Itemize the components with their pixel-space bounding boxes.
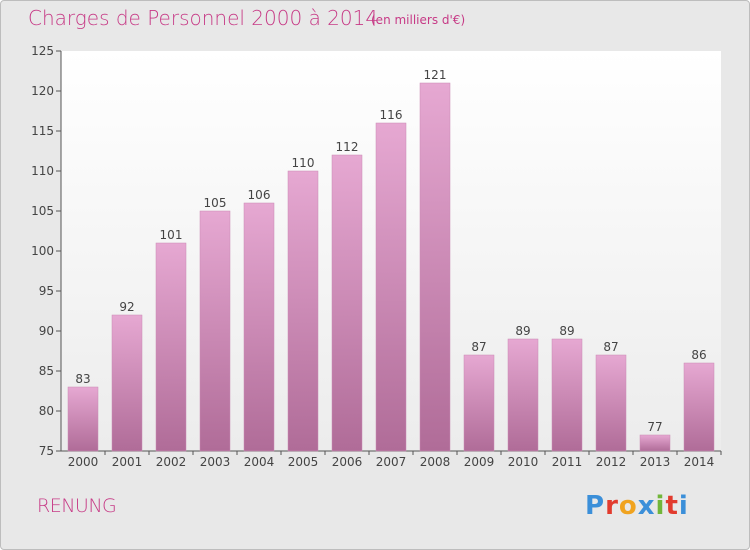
y-tick-label: 120	[31, 84, 54, 98]
bar	[243, 202, 275, 452]
y-tick-label: 125	[31, 44, 54, 58]
bar	[419, 82, 451, 452]
x-tick-label: 2004	[244, 455, 275, 469]
logo-letter: P	[585, 491, 606, 521]
logo-letter: i	[678, 491, 689, 521]
bar-value-label: 77	[647, 420, 662, 434]
bar	[639, 434, 671, 452]
x-tick-label: 2006	[332, 455, 363, 469]
proxiti-logo[interactable]: Proxiti	[585, 491, 689, 521]
y-tick-label: 100	[31, 244, 54, 258]
commune-name: RENUNG	[37, 495, 117, 517]
bar-value-label: 110	[292, 156, 315, 170]
x-tick-label: 2008	[420, 455, 451, 469]
y-tick-label: 85	[39, 364, 54, 378]
logo-letter: i	[655, 491, 666, 521]
x-tick-label: 2000	[68, 455, 99, 469]
bar-value-label: 121	[424, 68, 447, 82]
chart-title: Charges de Personnel 2000 à 2014	[28, 6, 379, 30]
y-tick-label: 105	[31, 204, 54, 218]
bar	[287, 170, 319, 452]
bar	[595, 354, 627, 452]
logo-letter: t	[665, 491, 679, 521]
y-tick-label: 110	[31, 164, 54, 178]
bar-value-label: 112	[336, 140, 359, 154]
y-tick-label: 75	[39, 444, 54, 458]
bar-value-label: 101	[160, 228, 183, 242]
bar	[551, 338, 583, 452]
logo-letter: r	[605, 491, 619, 521]
x-tick-label: 2014	[684, 455, 715, 469]
bar-value-label: 106	[248, 188, 271, 202]
bar-value-label: 83	[75, 372, 90, 386]
bar	[375, 122, 407, 452]
bar-value-label: 105	[204, 196, 227, 210]
x-tick-label: 2007	[376, 455, 407, 469]
x-tick-label: 2009	[464, 455, 495, 469]
y-tick-label: 115	[31, 124, 54, 138]
y-tick-label: 80	[39, 404, 54, 418]
x-tick-label: 2005	[288, 455, 319, 469]
bar	[111, 314, 143, 452]
bar	[463, 354, 495, 452]
bar	[67, 386, 99, 452]
x-tick-label: 2002	[156, 455, 187, 469]
bar-value-label: 87	[471, 340, 486, 354]
bar-value-label: 87	[603, 340, 618, 354]
x-tick-label: 2013	[640, 455, 671, 469]
bar-value-label: 86	[691, 348, 706, 362]
y-tick-label: 90	[39, 324, 54, 338]
logo-letter: o	[618, 491, 638, 521]
x-tick-label: 2010	[508, 455, 539, 469]
logo-letter: x	[637, 491, 656, 521]
bar	[155, 242, 187, 452]
bar	[199, 210, 231, 452]
bar-value-label: 116	[380, 108, 403, 122]
y-tick-label: 95	[39, 284, 54, 298]
x-tick-label: 2001	[112, 455, 143, 469]
bar-value-label: 89	[559, 324, 574, 338]
bar	[683, 362, 715, 452]
chart-subtitle: (en milliers d'€)	[371, 13, 466, 27]
bar-value-label: 92	[119, 300, 134, 314]
x-tick-label: 2012	[596, 455, 627, 469]
bar	[507, 338, 539, 452]
bar	[331, 154, 363, 452]
x-tick-label: 2011	[552, 455, 583, 469]
bar-value-label: 89	[515, 324, 530, 338]
x-tick-label: 2003	[200, 455, 231, 469]
